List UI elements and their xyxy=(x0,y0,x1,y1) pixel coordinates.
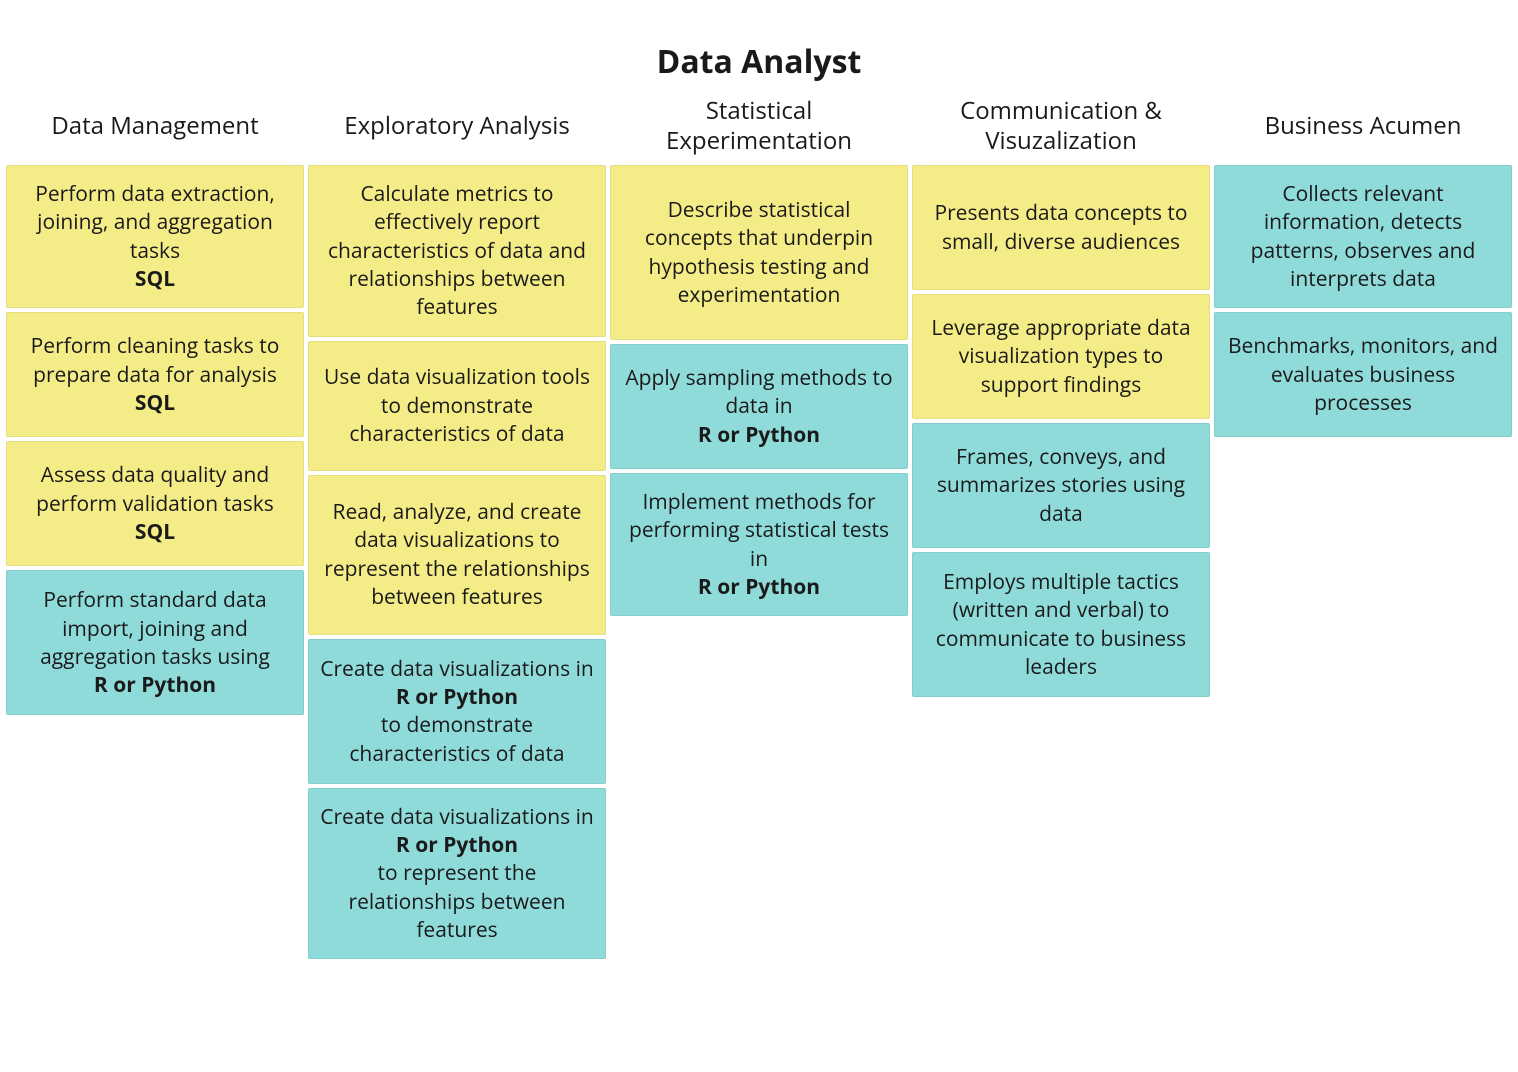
skill-card: Perform standard data import, joining an… xyxy=(6,570,304,715)
column-header: Data Management xyxy=(6,91,304,161)
column-header: Exploratory Analysis xyxy=(308,91,606,161)
column: Statistical ExperimentationDescribe stat… xyxy=(610,91,908,616)
skill-card: Calculate metrics to effectively report … xyxy=(308,165,606,337)
skill-card: Create data visualizations in R or Pytho… xyxy=(308,639,606,784)
skill-card: Use data visualization tools to demonstr… xyxy=(308,341,606,471)
column: Data ManagementPerform data extraction, … xyxy=(6,91,304,715)
skill-card: Read, analyze, and create data visualiza… xyxy=(308,475,606,635)
column-header: Business Acumen xyxy=(1214,91,1512,161)
skill-card: Perform data extraction, joining, and ag… xyxy=(6,165,304,308)
skill-card: Presents data concepts to small, diverse… xyxy=(912,165,1210,290)
column-header: Statistical Experimentation xyxy=(610,91,908,161)
skill-card: Frames, conveys, and summarizes stories … xyxy=(912,423,1210,548)
skill-card: Employs multiple tactics (written and ve… xyxy=(912,552,1210,697)
column: Business AcumenCollects relevant informa… xyxy=(1214,91,1512,437)
skill-card: Create data visualizations in R or Pytho… xyxy=(308,788,606,960)
skill-card: Benchmarks, monitors, and evaluates busi… xyxy=(1214,312,1512,437)
column: Exploratory AnalysisCalculate metrics to… xyxy=(308,91,606,959)
column: Communication & VisuzalizationPresents d… xyxy=(912,91,1210,697)
column-header: Communication & Visuzalization xyxy=(912,91,1210,161)
skill-card: Implement methods for performing statist… xyxy=(610,473,908,616)
skill-card: Apply sampling methods to data in R or P… xyxy=(610,344,908,469)
skill-card: Perform cleaning tasks to prepare data f… xyxy=(6,312,304,437)
page-title: Data Analyst xyxy=(6,40,1512,83)
skills-grid: Data ManagementPerform data extraction, … xyxy=(6,91,1512,959)
skill-card: Describe statistical concepts that under… xyxy=(610,165,908,340)
skill-card: Leverage appropriate data visualization … xyxy=(912,294,1210,419)
skill-card: Assess data quality and perform validati… xyxy=(6,441,304,566)
skill-card: Collects relevant information, detects p… xyxy=(1214,165,1512,308)
